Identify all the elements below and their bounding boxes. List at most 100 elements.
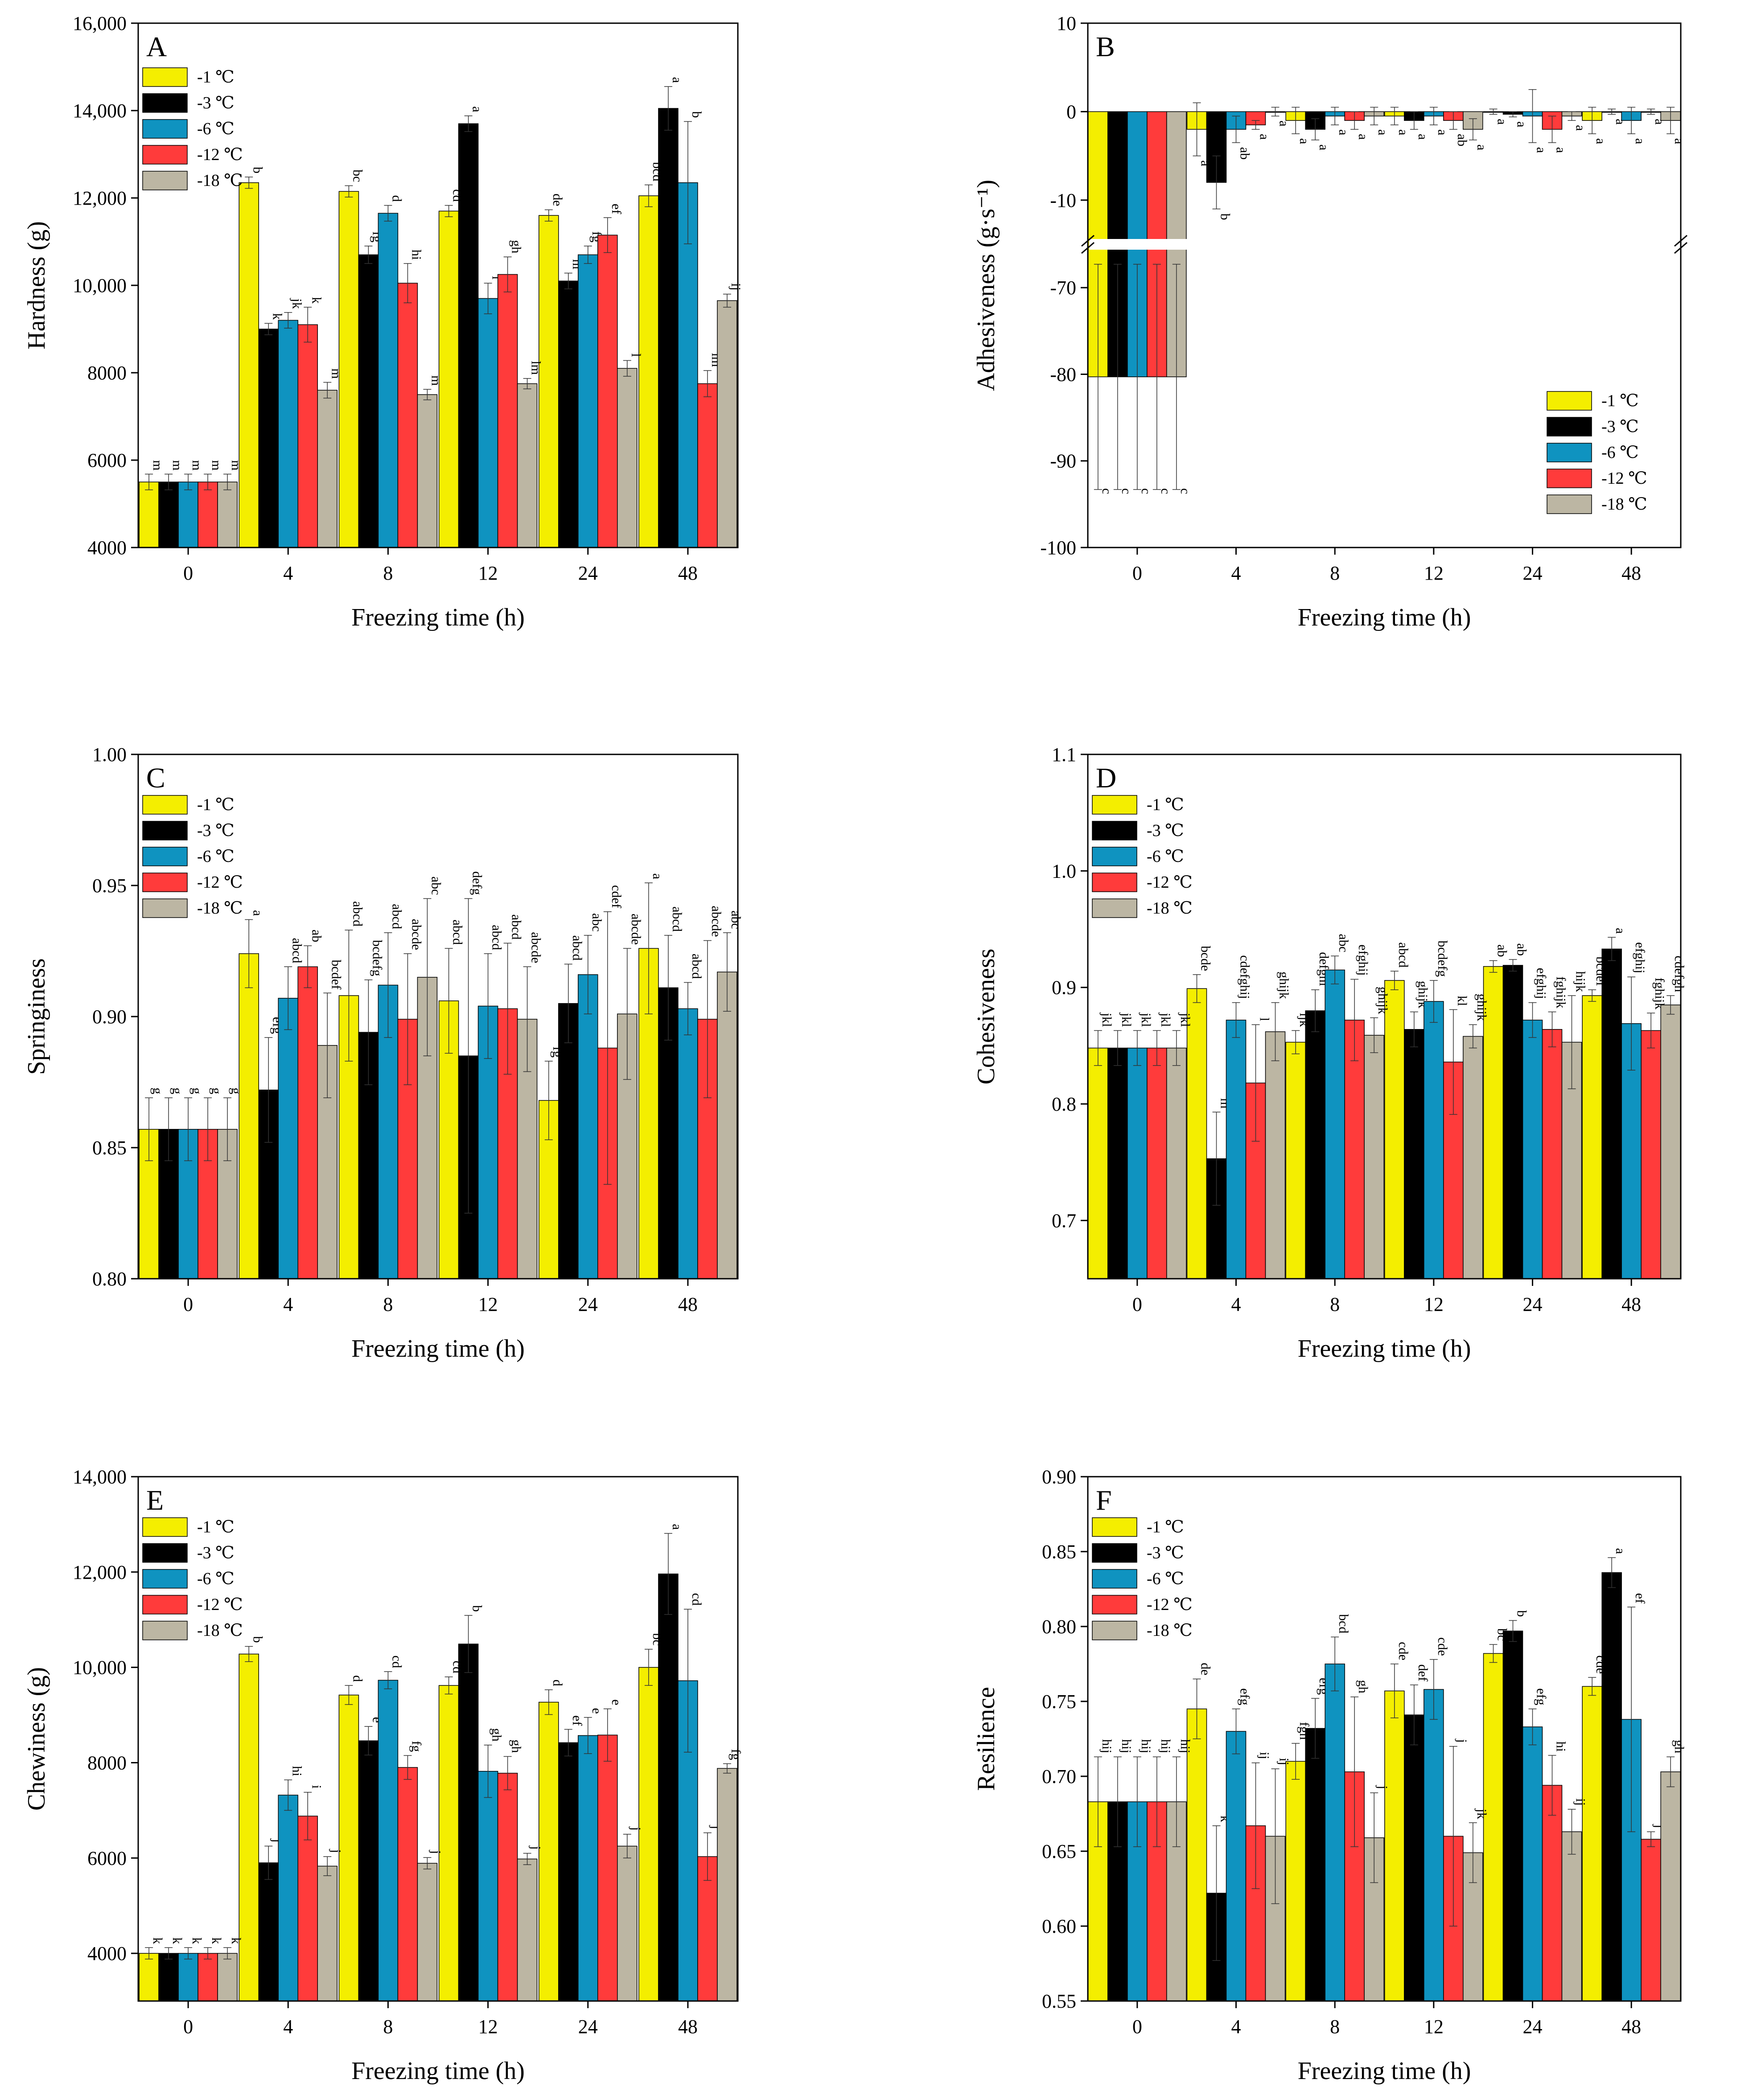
- bar: [139, 482, 159, 548]
- x-tick-label: 48: [678, 2016, 698, 2038]
- y-tick-label: 1.0: [1052, 860, 1076, 882]
- significance-label: bcdefg: [1435, 940, 1450, 977]
- x-tick-label: 8: [1330, 1293, 1340, 1315]
- legend-label: -1 ℃: [1147, 1518, 1184, 1536]
- y-axis-title: Resilience: [972, 1687, 1000, 1791]
- bar: [1601, 1572, 1622, 2001]
- significance-label: hij: [1099, 1739, 1114, 1754]
- x-tick-label: 24: [578, 562, 598, 584]
- bar: [1305, 1010, 1325, 1279]
- significance-label: ef: [609, 204, 624, 214]
- bar: [198, 1953, 218, 2001]
- y-tick-label: 0.95: [92, 875, 127, 897]
- significance-label: jkl: [1178, 1013, 1193, 1027]
- significance-label: a: [1336, 129, 1351, 135]
- x-axis-title: Freezing time (h): [1298, 1335, 1471, 1363]
- legend-swatch: [1547, 443, 1592, 462]
- significance-label: m: [229, 460, 243, 470]
- significance-label: abcd: [450, 919, 465, 945]
- significance-label: efghij: [1633, 942, 1647, 973]
- significance-label: gh: [509, 1740, 524, 1753]
- y-tick-label: 14,000: [73, 1466, 127, 1488]
- significance-label: a: [470, 106, 485, 112]
- significance-label: jkl: [1119, 1013, 1134, 1027]
- legend-label: -6 ℃: [1601, 443, 1639, 462]
- bar: [477, 1771, 498, 2001]
- significance-label: gh: [509, 240, 524, 253]
- x-tick-label: 12: [478, 562, 498, 584]
- significance-label: jkl: [1139, 1013, 1153, 1027]
- bar: [1542, 1785, 1563, 2001]
- significance-label: c: [1139, 488, 1153, 494]
- y-tick-label: 0.7: [1052, 1210, 1076, 1231]
- significance-label: hijk: [1573, 971, 1588, 992]
- legend-label: -12 ℃: [1147, 873, 1193, 892]
- y-tick-label: 10: [1057, 12, 1076, 34]
- plot-frame: [1087, 22, 1682, 548]
- bar: [1463, 1036, 1483, 1279]
- x-axis-title: Freezing time (h): [1298, 2057, 1471, 2085]
- bar: [1582, 1686, 1602, 2001]
- y-tick-label: -80: [1050, 363, 1076, 385]
- y-tick-label: -70: [1050, 277, 1076, 299]
- legend-label: -3 ℃: [1147, 1544, 1184, 1562]
- bar: [597, 1734, 618, 2001]
- bar: [358, 254, 379, 548]
- x-axis-title: Freezing time (h): [1298, 604, 1471, 631]
- legend-label: -6 ℃: [197, 1569, 235, 1588]
- bar: [178, 1953, 198, 2001]
- significance-label: a: [1613, 928, 1628, 934]
- significance-label: j: [709, 1825, 724, 1829]
- bar: [158, 1953, 179, 2001]
- bar: [638, 1667, 659, 2001]
- x-tick-label: 12: [1424, 562, 1444, 584]
- y-tick-label: 8000: [87, 1752, 127, 1774]
- significance-label: j: [529, 1845, 543, 1849]
- significance-label: d: [550, 1680, 565, 1686]
- bar: [278, 320, 298, 548]
- significance-label: abcde: [409, 919, 424, 950]
- bar: [258, 329, 279, 548]
- bar: [1166, 1047, 1187, 1279]
- significance-label: a: [1672, 138, 1687, 144]
- bar: [717, 972, 737, 1279]
- bar: [658, 108, 679, 548]
- significance-label: hi: [289, 1766, 304, 1776]
- x-tick-label: 4: [1231, 562, 1241, 584]
- bar: [697, 383, 718, 548]
- bar: [1384, 980, 1405, 1279]
- x-tick-label: 0: [183, 1293, 193, 1315]
- x-tick-label: 0: [1132, 562, 1142, 584]
- significance-label: abcd: [689, 954, 704, 979]
- bar: [297, 324, 318, 548]
- bar: [1641, 1030, 1661, 1279]
- legend-swatch: [142, 93, 188, 113]
- y-tick-label: 0.85: [92, 1137, 127, 1159]
- bar: [1404, 1029, 1424, 1279]
- bar: [1483, 966, 1504, 1279]
- significance-label: abc: [428, 877, 443, 895]
- significance-label: b: [689, 111, 704, 118]
- x-tick-label: 24: [1523, 1293, 1543, 1315]
- significance-label: g: [209, 1087, 224, 1094]
- bar: [397, 283, 418, 548]
- y-tick-label: 0.80: [92, 1268, 127, 1290]
- legend-label: -12 ℃: [1147, 1595, 1193, 1614]
- significance-label: hij: [1158, 1739, 1173, 1754]
- bar: [1424, 1689, 1444, 2001]
- bar: [1502, 1631, 1523, 2001]
- bar: [1364, 1035, 1384, 1279]
- significance-label: a: [1554, 147, 1568, 153]
- bar: [458, 123, 479, 548]
- bar: [1226, 1020, 1247, 1279]
- y-tick-label: 14,000: [73, 100, 127, 122]
- bar: [297, 1816, 318, 2001]
- y-tick-label: 0.70: [1042, 1766, 1076, 1787]
- significance-label: i: [490, 276, 504, 280]
- significance-label: a: [1297, 138, 1312, 144]
- significance-label: a: [1277, 120, 1292, 126]
- significance-label: ij: [728, 283, 743, 291]
- x-tick-label: 48: [1621, 2016, 1641, 2038]
- bar: [1522, 1726, 1543, 2001]
- significance-label: fg: [728, 1749, 743, 1760]
